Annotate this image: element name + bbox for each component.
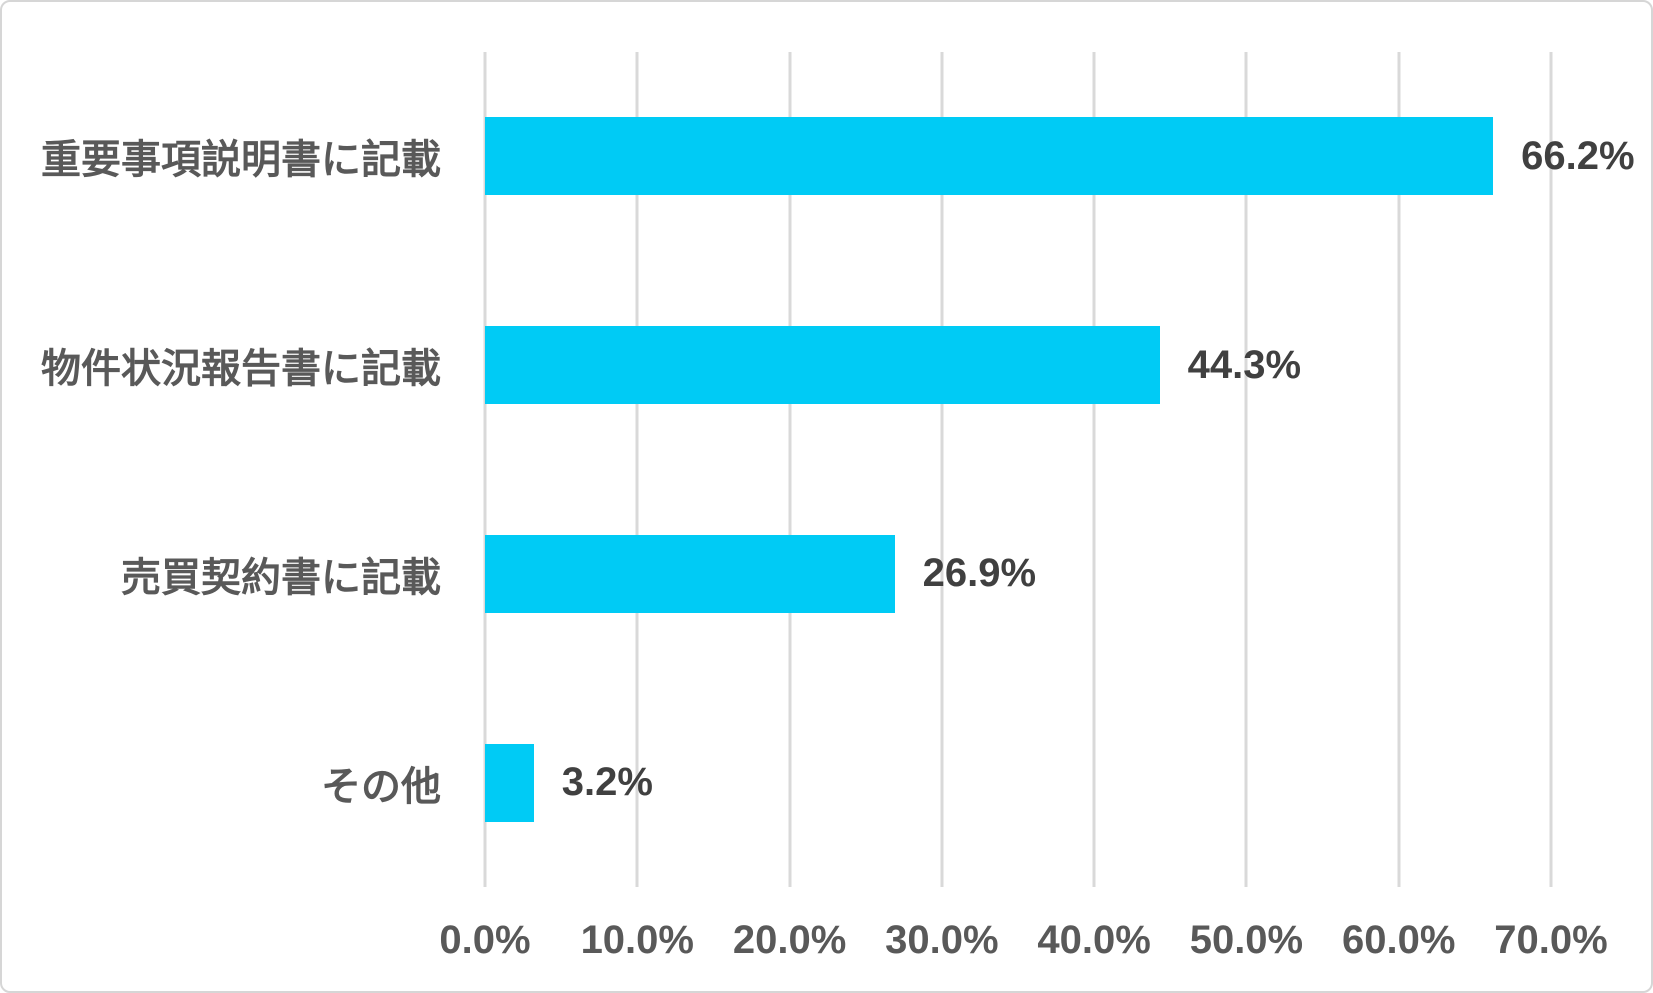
x-tick-label: 40.0% (1037, 918, 1151, 962)
bar (485, 117, 1494, 196)
gridline (940, 52, 944, 887)
x-tick-label: 30.0% (885, 918, 999, 962)
bar (485, 534, 895, 613)
category-label: 売買契約書に記載 (121, 555, 441, 600)
value-label: 44.3% (1187, 342, 1302, 387)
gridline (635, 52, 639, 887)
x-tick-label: 10.0% (580, 918, 694, 962)
gridline (1092, 52, 1096, 887)
x-tick-label: 60.0% (1341, 918, 1456, 962)
bar (485, 326, 1160, 405)
bar (485, 743, 534, 822)
category-label: 物件状況報告書に記載 (41, 347, 441, 392)
gridline (483, 52, 487, 887)
x-tick-label: 70.0% (1494, 918, 1608, 962)
value-label: 66.2% (1521, 133, 1635, 178)
category-label: 重要事項説明書に記載 (41, 138, 441, 183)
gridline (1397, 52, 1401, 887)
value-label: 3.2% (561, 760, 653, 805)
gridline (788, 52, 792, 887)
x-tick-label: 20.0% (732, 918, 847, 962)
category-label: その他 (321, 764, 441, 809)
x-tick-label: 0.0% (439, 918, 531, 962)
x-tick-label: 50.0% (1189, 918, 1304, 962)
gridline (1244, 52, 1248, 887)
gridline (1549, 52, 1553, 887)
plot-area: 66.2% 44.3% 26.9% 3.2% (483, 52, 1635, 887)
value-label: 26.9% (922, 551, 1037, 596)
